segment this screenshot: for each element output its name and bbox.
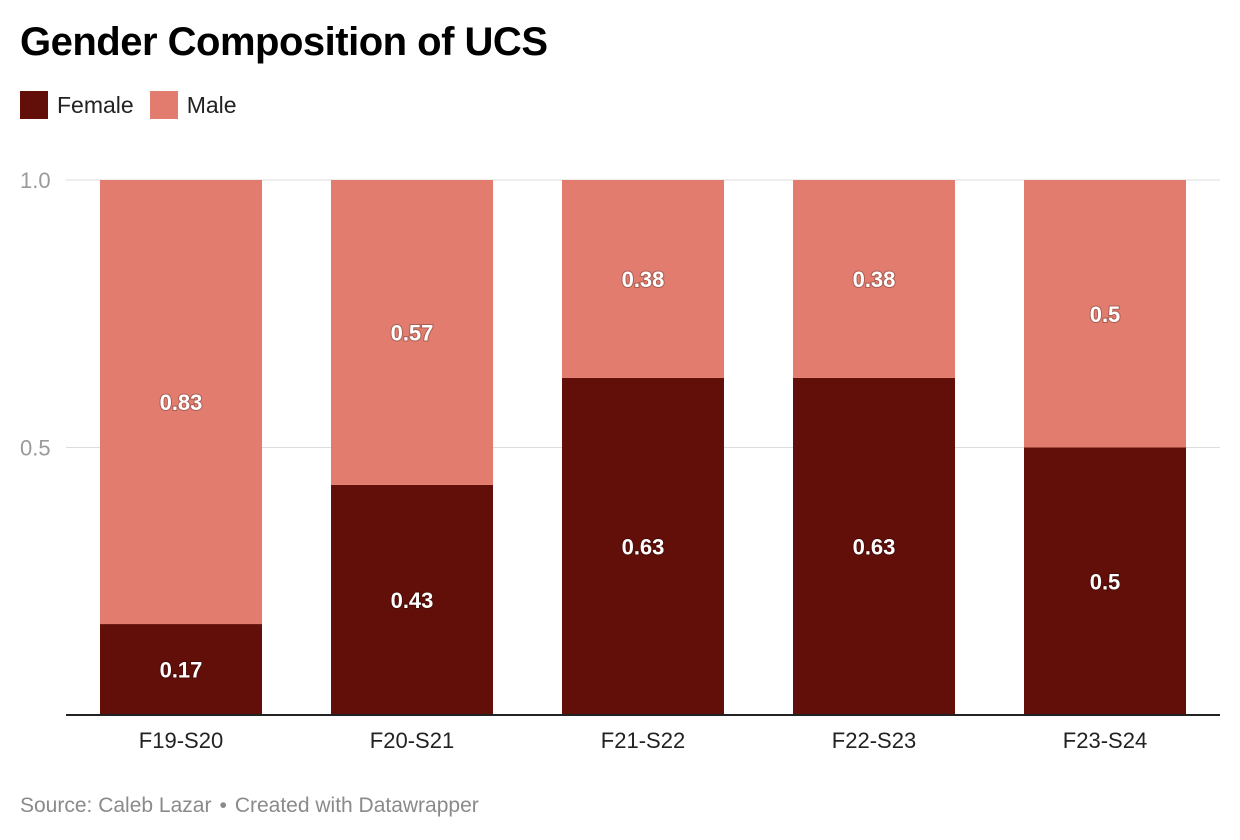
bar-segment-male <box>1024 180 1186 448</box>
legend-swatch-female <box>20 91 48 119</box>
bar-segment-male <box>331 180 493 485</box>
credit-text: Created with Datawrapper <box>234 794 479 817</box>
y-tick-label: 1.0 <box>20 168 51 193</box>
legend-item-female: Female <box>20 91 134 119</box>
bar-segment-female <box>100 624 262 715</box>
bar-segment-female <box>331 484 493 715</box>
y-tick-label: 0.5 <box>20 436 51 461</box>
x-tick-label: F23-S24 <box>1063 728 1147 753</box>
data-label: 0.83 <box>160 390 203 415</box>
legend: Female Male <box>20 91 253 119</box>
data-label: 0.63 <box>622 534 665 559</box>
legend-label-female: Female <box>57 91 134 118</box>
data-label: 0.57 <box>391 320 434 345</box>
bar-segment-male <box>100 180 262 625</box>
legend-swatch-male <box>149 91 178 119</box>
footer-separator: • <box>219 794 227 817</box>
data-label: 0.43 <box>391 588 434 613</box>
data-label: 0.17 <box>160 658 203 683</box>
chart-title: Gender Composition of UCS <box>20 20 548 64</box>
x-tick-label: F21-S22 <box>601 728 685 753</box>
legend-item-male: Male <box>149 91 237 119</box>
data-label: 0.38 <box>622 267 665 292</box>
bar-segment-male <box>562 180 724 378</box>
x-tick-label: F20-S21 <box>370 728 454 753</box>
bar-segment-male <box>793 180 955 378</box>
footer: Source: Caleb Lazar • Created with Datawra… <box>20 794 479 818</box>
bar-segment-female <box>793 377 955 715</box>
bar-segment-female <box>562 377 724 715</box>
x-tick-label: F19-S20 <box>139 728 223 753</box>
data-label: 0.63 <box>853 534 896 559</box>
x-tick-label: F22-S23 <box>832 728 916 753</box>
bar-segment-female <box>1024 447 1186 715</box>
data-label: 0.5 <box>1090 302 1121 327</box>
data-label: 0.5 <box>1090 569 1121 594</box>
legend-label-male: Male <box>186 91 237 118</box>
data-label: 0.38 <box>853 267 896 292</box>
source-text: Source: Caleb Lazar <box>20 794 212 817</box>
